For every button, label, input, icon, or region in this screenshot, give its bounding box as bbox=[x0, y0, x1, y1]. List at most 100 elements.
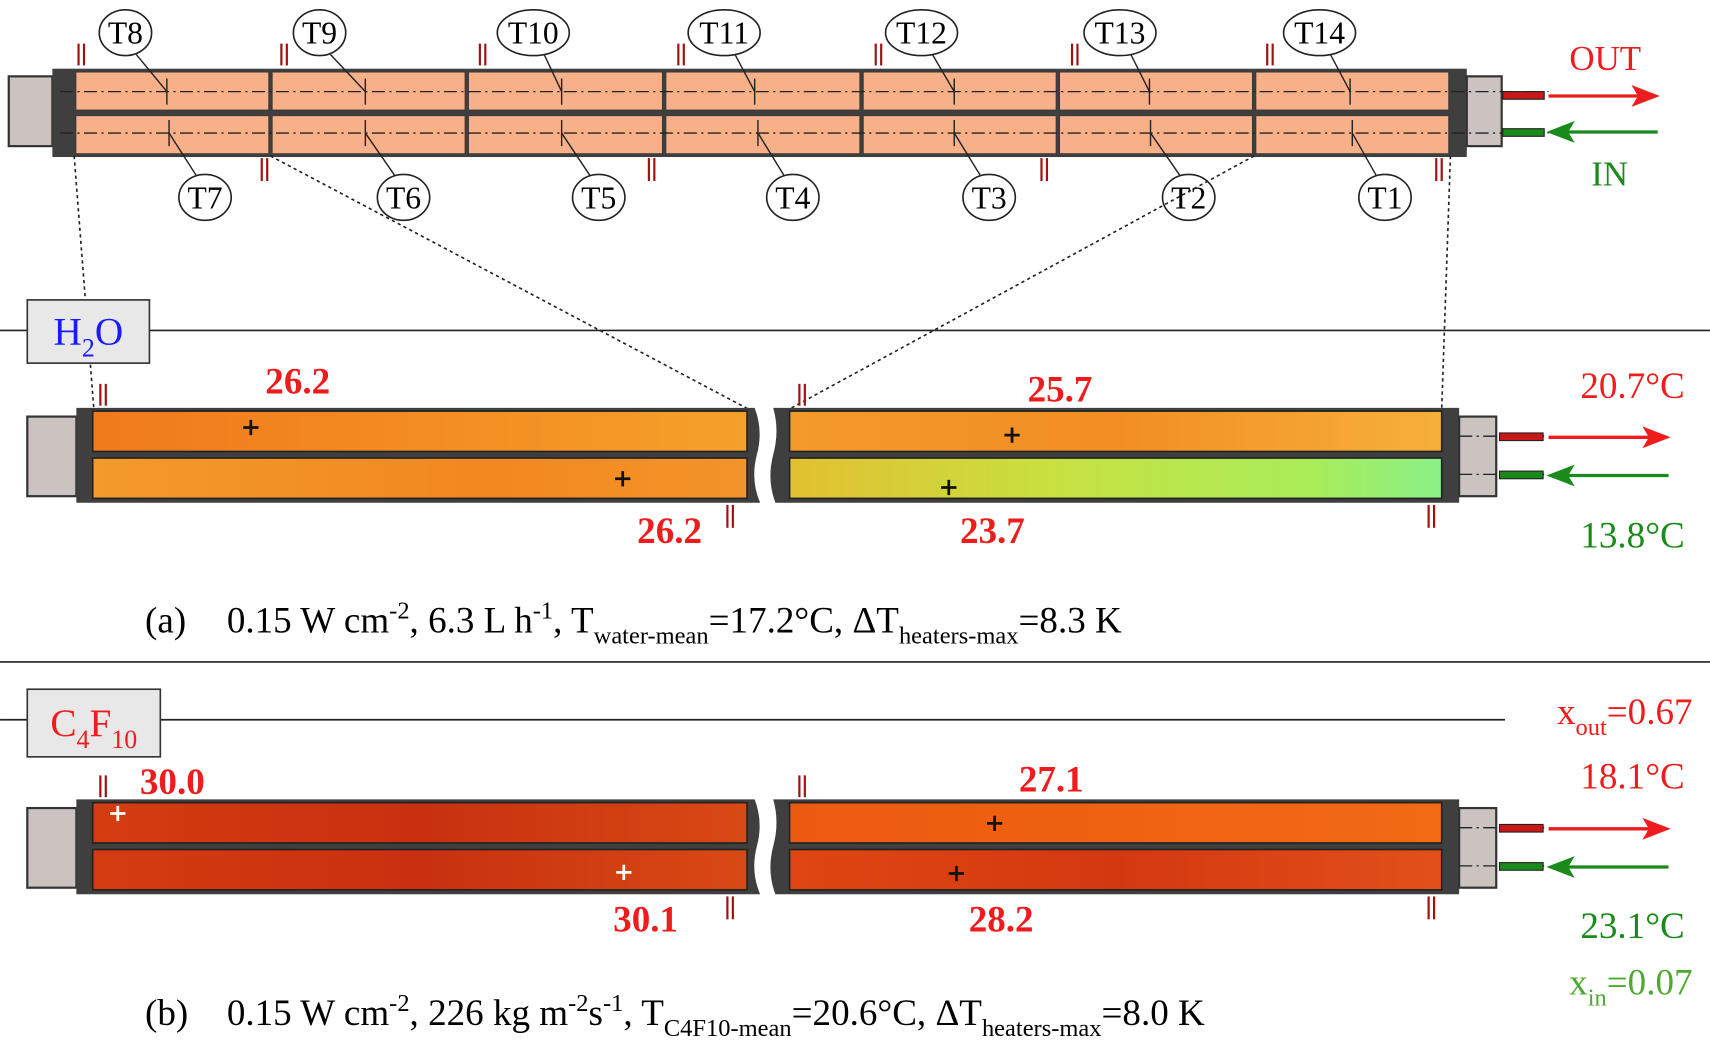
sensor-label: T1 bbox=[1367, 180, 1402, 215]
pipe-in bbox=[1500, 471, 1544, 479]
text-sub: 10 bbox=[111, 725, 137, 754]
sensor-label: T6 bbox=[386, 180, 421, 215]
max-temperature: 28.2 bbox=[969, 899, 1034, 940]
text-sub: in bbox=[1588, 985, 1607, 1012]
panels: H2O 26.2 26.2 25.7 23.7 20.7°C 13.8°C (a) 0.15 W… bbox=[27, 300, 1692, 1042]
text-sub: out bbox=[1575, 714, 1606, 741]
text-segment: O bbox=[95, 311, 123, 354]
thermal-channel bbox=[790, 458, 1442, 498]
sensor-label: T8 bbox=[108, 16, 143, 51]
text-segment: =0.67 bbox=[1607, 692, 1693, 733]
outlet-temperature: 20.7°C bbox=[1580, 366, 1684, 407]
max-temperature: 26.2 bbox=[637, 511, 702, 552]
text-sup: -2 bbox=[389, 597, 409, 624]
text-segment: H bbox=[54, 311, 82, 354]
sensor-label: T10 bbox=[508, 16, 559, 51]
thermal-channel bbox=[93, 458, 747, 498]
pipe-out bbox=[1503, 92, 1544, 100]
text-sup: -2 bbox=[568, 990, 588, 1017]
end-cap bbox=[27, 417, 76, 497]
text-segment: , 6.3 L h bbox=[410, 601, 534, 642]
text-segment: x bbox=[1569, 963, 1588, 1004]
panel: H2O 26.2 26.2 25.7 23.7 20.7°C 13.8°C (a) 0.15 W… bbox=[27, 300, 1684, 650]
quality-in: xin=0.07 bbox=[1569, 963, 1692, 1012]
zoom-line bbox=[1442, 156, 1451, 409]
max-temperature: 26.2 bbox=[265, 362, 330, 403]
text-segment: =8.0 K bbox=[1102, 993, 1205, 1034]
sensor-label: T7 bbox=[187, 180, 222, 215]
max-temperature: 23.7 bbox=[960, 511, 1025, 552]
text-sub: 2 bbox=[82, 333, 95, 362]
caption-tag: (b) bbox=[145, 993, 188, 1034]
text-sub: C4F10-mean bbox=[664, 1015, 792, 1042]
text-segment: C bbox=[50, 702, 76, 745]
caption-tag: (a) bbox=[145, 601, 186, 642]
text-sub: 4 bbox=[77, 725, 90, 754]
heater-segment bbox=[272, 116, 465, 154]
caption: 0.15 W cm-2, 226 kg m-2s-1, TC4F10-mean=… bbox=[227, 990, 1205, 1042]
caption: 0.15 W cm-2, 6.3 L h-1, Twater-mean=17.2… bbox=[227, 597, 1122, 649]
thermal-channel bbox=[790, 803, 1442, 843]
heater-segment bbox=[863, 116, 1056, 154]
pipe-in bbox=[1503, 129, 1544, 137]
inlet-temperature: 13.8°C bbox=[1580, 515, 1684, 556]
text-sup: -1 bbox=[603, 990, 623, 1017]
text-segment: s bbox=[589, 993, 603, 1034]
thermal-channel bbox=[790, 850, 1442, 890]
end-cap bbox=[1459, 808, 1496, 888]
zoom-line bbox=[790, 156, 1255, 409]
text-sub: heaters-max bbox=[899, 623, 1019, 650]
heater-segment bbox=[76, 116, 269, 154]
sensor-label: T13 bbox=[1095, 16, 1146, 51]
end-cap bbox=[27, 808, 76, 888]
outlet-label: OUT bbox=[1569, 39, 1641, 78]
pipe-in bbox=[1500, 863, 1544, 871]
sensor-label: T9 bbox=[302, 16, 337, 51]
end-cap bbox=[1467, 76, 1502, 146]
sensor-label: T12 bbox=[896, 16, 947, 51]
pipe-out bbox=[1500, 824, 1544, 832]
inlet-label: IN bbox=[1591, 154, 1628, 193]
max-temperature: 27.1 bbox=[1019, 760, 1084, 801]
sensor-label: T11 bbox=[699, 16, 749, 51]
quality-out: xout=0.67 bbox=[1557, 692, 1693, 741]
panel: C4F1030.030.127.128.218.1°C23.1°Cxout=0.… bbox=[27, 689, 1692, 1042]
zoom-line bbox=[74, 156, 94, 409]
heater-segment bbox=[666, 116, 860, 154]
text-segment: F bbox=[90, 702, 112, 745]
end-cap bbox=[1459, 417, 1496, 497]
text-segment: 0.15 W cm bbox=[227, 601, 389, 642]
thermal-channel bbox=[93, 411, 747, 451]
pipe-out bbox=[1500, 433, 1544, 441]
end-cap bbox=[9, 76, 53, 146]
text-sub: heaters-max bbox=[982, 1015, 1102, 1042]
outlet-temperature: 18.1°C bbox=[1580, 756, 1684, 797]
sensor-label: T5 bbox=[581, 180, 616, 215]
page: {"schematic": { "sensors_top": ["T8", "T… bbox=[0, 0, 1710, 1048]
text-segment: , T bbox=[623, 993, 664, 1034]
text-segment: , T bbox=[553, 601, 594, 642]
heater-segment bbox=[1059, 116, 1252, 154]
max-temperature: 30.0 bbox=[140, 762, 205, 803]
text-sup: -2 bbox=[389, 990, 409, 1017]
text-segment: =8.3 K bbox=[1019, 601, 1122, 642]
sensor-label: T4 bbox=[775, 180, 810, 215]
text-sub: water-mean bbox=[594, 623, 709, 650]
zoom-line bbox=[270, 156, 748, 409]
text-segment: 0.15 W cm bbox=[227, 993, 389, 1034]
figure: OUT IN T8T9T10T11T12T13T14T7T6T5T4T3T2T1… bbox=[0, 0, 1710, 1048]
max-temperature: 30.1 bbox=[613, 899, 678, 940]
thermal-channel bbox=[790, 411, 1442, 451]
sensor-label: T3 bbox=[972, 180, 1007, 215]
inlet-temperature: 23.1°C bbox=[1580, 906, 1684, 947]
thermal-channel bbox=[93, 850, 747, 890]
sensor-label: T14 bbox=[1294, 16, 1345, 51]
heater-segment bbox=[468, 116, 662, 154]
text-segment: =0.07 bbox=[1607, 963, 1693, 1004]
max-temperature: 25.7 bbox=[1028, 369, 1093, 410]
text-segment: =20.6°C, ΔT bbox=[792, 993, 983, 1034]
text-segment: , 226 kg m bbox=[410, 993, 569, 1034]
text-sup: -1 bbox=[533, 597, 553, 624]
text-segment: =17.2°C, ΔT bbox=[709, 601, 900, 642]
